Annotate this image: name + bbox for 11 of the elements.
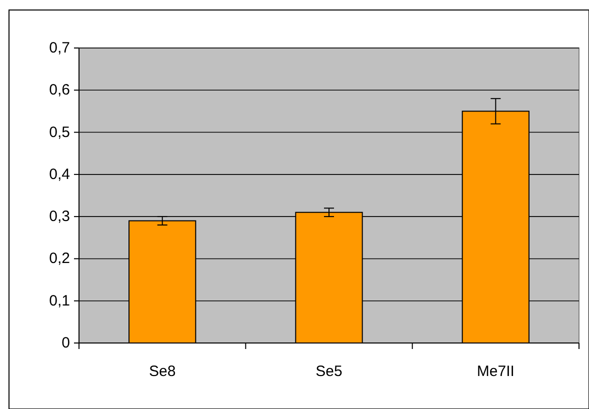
- y-tick-label: 0,4: [49, 166, 70, 183]
- x-tick-label: Se8: [148, 363, 176, 380]
- y-tick-label: 0,2: [49, 250, 70, 268]
- y-tick-label: 0,6: [49, 82, 70, 99]
- x-tick-label: Me7II: [476, 363, 514, 380]
- x-tick-label: Se5: [316, 363, 342, 380]
- y-tick-label: 0,5: [49, 124, 70, 141]
- y-tick-label: 0: [62, 334, 70, 352]
- y-tick-label: 0,7: [49, 40, 70, 56]
- y-tick-label: 0,1: [49, 292, 70, 310]
- y-tick-label: 0,3: [49, 208, 70, 226]
